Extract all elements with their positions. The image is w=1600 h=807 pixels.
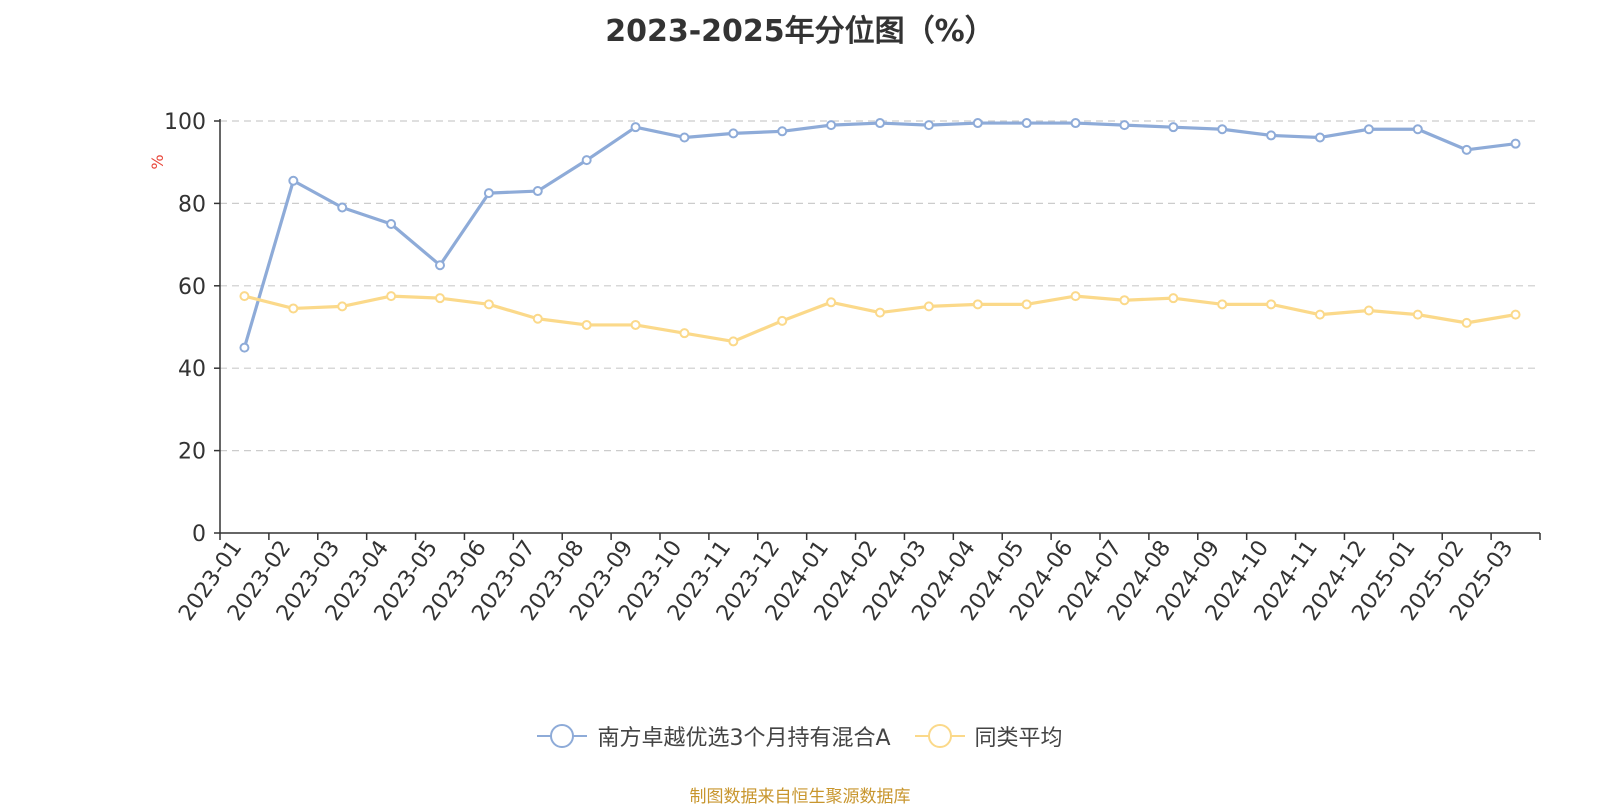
data-point-series-1 (728, 336, 739, 347)
data-point-series-1 (972, 299, 983, 310)
data-point-series-0 (1315, 132, 1325, 143)
data-point-series-1 (483, 299, 494, 310)
legend-marker-fund (537, 723, 588, 749)
data-point-series-0 (532, 186, 543, 197)
data-point-series-0 (728, 128, 739, 139)
data-point-series-0 (630, 122, 641, 133)
data-point-series-1 (679, 328, 690, 339)
data-point-series-0 (1510, 138, 1521, 149)
data-point-series-1 (1510, 309, 1521, 320)
data-point-series-0 (386, 219, 397, 229)
data-point-series-1 (1070, 291, 1081, 302)
data-point-series-1 (1119, 295, 1130, 306)
data-source-note: 制图数据来自恒生聚源数据库 (689, 787, 911, 807)
data-point-series-1 (1168, 293, 1179, 304)
y-tick-label: 80 (178, 192, 206, 217)
data-point-series-0 (337, 202, 348, 213)
data-point-series-0 (581, 155, 592, 166)
data-point-series-1 (875, 307, 885, 318)
y-axis-label: % (148, 154, 167, 169)
data-point-series-0 (826, 120, 837, 131)
data-point-series-1 (1363, 305, 1374, 316)
data-point-series-1 (1217, 299, 1228, 310)
data-point-series-1 (1021, 299, 1032, 310)
data-point-series-0 (1266, 130, 1277, 141)
legend-label-category-average: 同类平均 (974, 726, 1063, 751)
y-tick-label: 0 (192, 522, 206, 547)
data-point-series-0 (1217, 124, 1228, 135)
y-tick-label: 40 (178, 357, 206, 382)
data-point-series-0 (777, 126, 788, 137)
data-point-series-1 (826, 297, 837, 308)
data-point-series-0 (1070, 118, 1081, 129)
data-point-series-0 (972, 118, 983, 129)
data-point-series-0 (239, 342, 250, 353)
data-point-series-1 (1315, 309, 1325, 320)
legend-label-fund: 南方卓越优选3个月持有混合A (597, 726, 891, 751)
data-point-series-0 (1119, 120, 1130, 131)
data-point-series-1 (1412, 309, 1423, 320)
chart-legend: 南方卓越优选3个月持有混合A 同类平均 (0, 720, 1600, 752)
legend-item-category-average[interactable]: 同类平均 (914, 720, 1063, 752)
data-point-series-0 (435, 260, 445, 271)
y-tick-label: 100 (164, 110, 206, 135)
data-point-series-1 (1461, 317, 1472, 328)
chart-title: 2023-2025年分位图（%） (605, 14, 995, 49)
data-point-series-0 (1363, 124, 1374, 135)
data-point-series-1 (532, 313, 543, 324)
data-point-series-1 (630, 319, 641, 330)
data-point-series-0 (1021, 118, 1032, 129)
data-point-series-0 (1412, 124, 1423, 135)
data-point-series-0 (679, 132, 690, 143)
y-tick-label: 60 (178, 275, 206, 300)
data-point-series-0 (1461, 144, 1472, 155)
data-point-series-1 (777, 315, 788, 326)
data-point-series-1 (435, 293, 445, 304)
data-point-series-1 (386, 291, 397, 302)
data-point-series-1 (239, 291, 250, 302)
series-line-1 (244, 294, 1516, 344)
data-point-series-0 (1168, 122, 1179, 133)
legend-marker-category-average (914, 723, 965, 749)
y-tick-label: 20 (178, 440, 206, 465)
data-point-series-0 (875, 118, 885, 129)
data-point-series-1 (288, 303, 299, 314)
data-point-series-0 (483, 188, 494, 199)
data-point-series-1 (923, 301, 934, 312)
data-point-series-0 (288, 175, 299, 186)
data-point-series-1 (337, 301, 348, 312)
data-point-series-1 (1266, 299, 1277, 310)
data-point-series-0 (923, 120, 934, 131)
data-point-series-1 (581, 319, 592, 330)
legend-item-fund[interactable]: 南方卓越优选3个月持有混合A (537, 720, 891, 752)
